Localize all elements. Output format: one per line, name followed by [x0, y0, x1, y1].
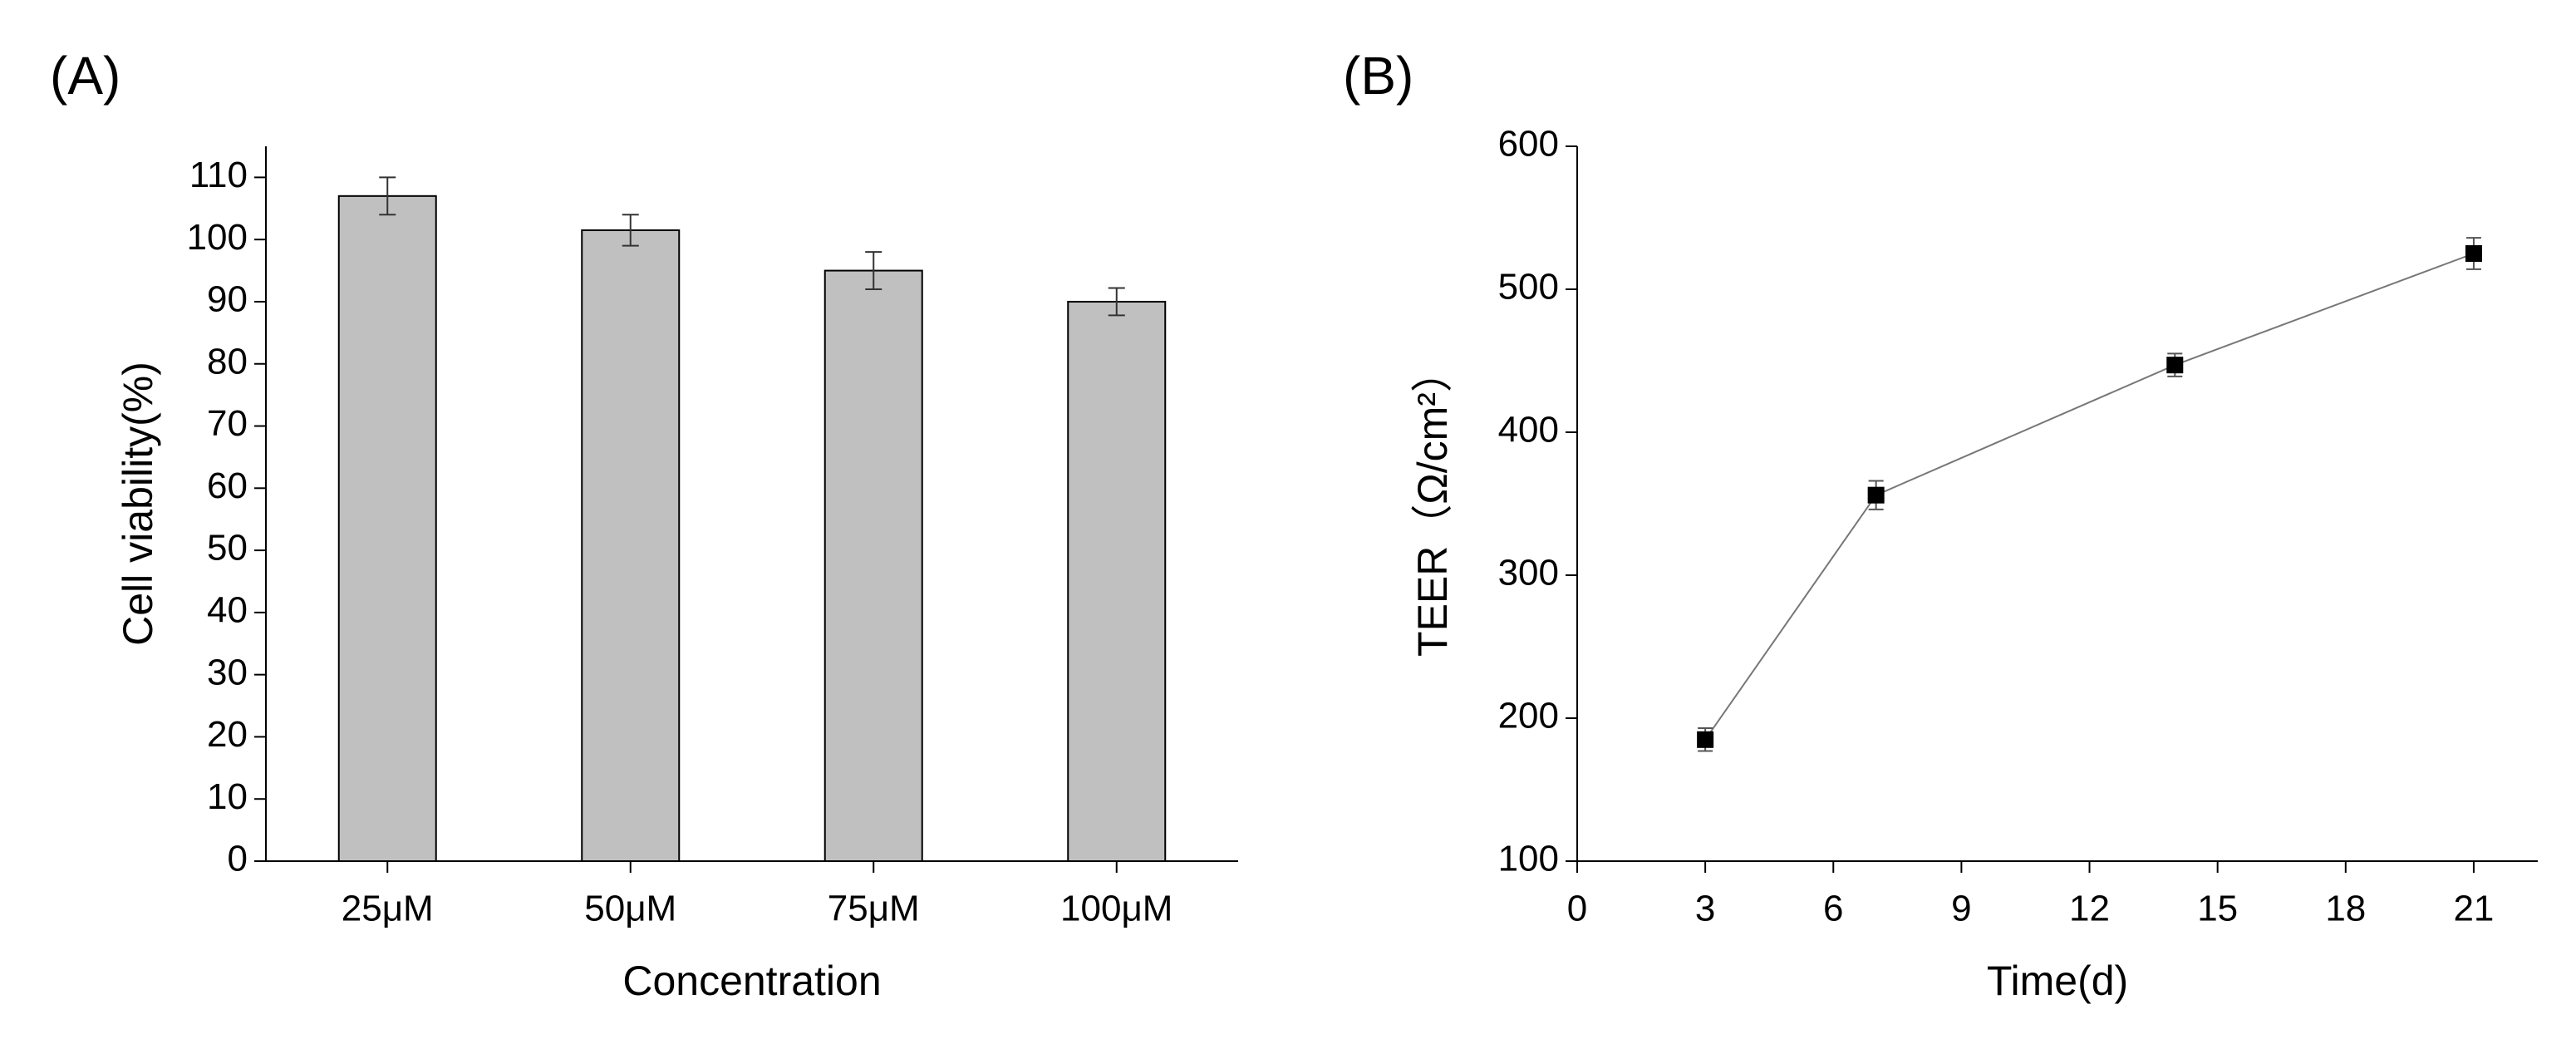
x-axis-title: Concentration	[622, 958, 881, 1004]
line	[1704, 253, 2475, 741]
marker	[2465, 245, 2482, 262]
y-tick-label: 50	[207, 528, 248, 569]
y-tick-label: 500	[1498, 267, 1559, 308]
error-bar	[379, 176, 396, 216]
y-tick-label: 100	[1498, 839, 1559, 879]
panel-label: (B)	[1343, 46, 1413, 106]
x-tick-label: 50μM	[584, 889, 676, 929]
y-tick-label: 600	[1498, 124, 1559, 165]
x-tick-label: 6	[1823, 889, 1843, 929]
y-tick-label: 300	[1498, 553, 1559, 593]
marker	[1867, 486, 1885, 504]
bar	[337, 195, 437, 862]
x-tick-label: 0	[1567, 889, 1587, 929]
y-tick-label: 40	[207, 589, 248, 630]
y-tick-label: 110	[189, 155, 248, 195]
y-tick-label: 10	[207, 776, 248, 817]
x-tick-label: 18	[2325, 889, 2366, 929]
y-tick-label: 30	[207, 652, 248, 692]
y-tick-label: 200	[1498, 696, 1559, 736]
x-tick-label: 15	[2197, 889, 2238, 929]
x-tick-label: 25μM	[342, 889, 434, 929]
x-tick-label: 12	[2069, 889, 2110, 929]
y-tick-label: 100	[187, 217, 248, 258]
y-tick-label: 400	[1498, 410, 1559, 451]
panel-label: (A)	[50, 46, 120, 106]
error-bar	[865, 251, 882, 290]
y-axis-title: TEER（Ω/cm²）	[1409, 351, 1456, 657]
bar	[1067, 300, 1167, 862]
y-tick-label: 20	[207, 714, 248, 755]
x-tick-label: 21	[2453, 889, 2494, 929]
x-tick-label: 75μM	[828, 889, 920, 929]
bar	[581, 229, 681, 862]
error-bar	[1108, 287, 1125, 317]
y-tick-label: 60	[207, 465, 248, 506]
y-tick-label: 70	[207, 403, 248, 444]
marker	[2166, 357, 2184, 374]
x-tick-label: 3	[1695, 889, 1715, 929]
y-tick-label: 90	[207, 279, 248, 320]
error-bar	[622, 214, 639, 247]
x-axis-title: Time(d)	[1987, 958, 2128, 1004]
x-tick-label: 100μM	[1060, 889, 1172, 929]
y-tick-label: 80	[207, 341, 248, 382]
marker	[1697, 731, 1714, 748]
bar	[823, 269, 923, 862]
x-tick-label: 9	[1951, 889, 1971, 929]
y-tick-label: 0	[228, 839, 248, 879]
y-axis-title: Cell viability(%)	[115, 362, 161, 646]
